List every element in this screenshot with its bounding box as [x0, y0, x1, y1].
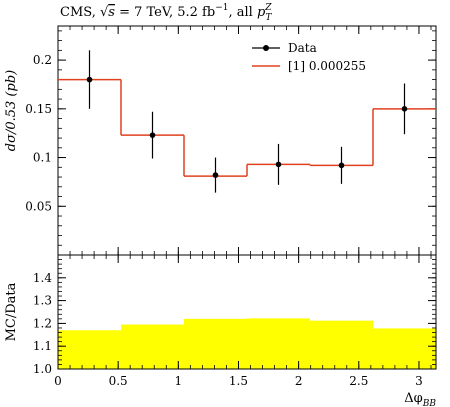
x-tick-label: 1	[175, 374, 183, 388]
ratio-band-bin	[58, 330, 121, 369]
data-points	[86, 50, 408, 193]
mc-histogram	[58, 78, 436, 177]
ratio-y-tick-label: 1.0	[33, 362, 52, 376]
ratio-y-tick-labels: 1.0 1.1 1.2 1.3 1.4	[33, 271, 52, 376]
x-tick-label: 2.5	[349, 374, 368, 388]
ratio-band-bin	[184, 318, 247, 369]
ratio-ticks	[57, 255, 436, 370]
ratio-y-tick-label: 1.2	[33, 316, 52, 330]
main-y-tick-label: 0.2	[33, 53, 52, 67]
legend: Data [1] 0.000255	[252, 41, 366, 73]
legend-data-marker	[252, 45, 280, 51]
ratio-panel: 1.0 1.1 1.2 1.3 1.4 0 0.5 1 1.5 2 2.5 3 MC/Data Δφ…	[4, 254, 437, 407]
legend-label-mc: [1] 0.000255	[288, 59, 366, 73]
ratio-band	[58, 318, 436, 369]
x-tick-label: 2	[295, 374, 303, 388]
data-point	[86, 76, 93, 83]
data-point	[275, 161, 282, 168]
main-plot-frame	[57, 25, 437, 256]
main-panel: 0.05 0.1 0.15 0.2 dσ/0.53 (pb) Data [1] 0.0…	[4, 25, 437, 256]
ratio-band-bin	[310, 320, 373, 369]
plot-title: CMS, √s = 7 TeV, 5.2 fb−1, all pZ T	[60, 3, 273, 23]
data-point	[149, 132, 156, 138]
ratio-plot-frame	[57, 254, 437, 370]
data-point	[401, 106, 408, 112]
x-axis-label: ΔφBB	[404, 391, 436, 407]
x-tick-label: 3	[415, 374, 423, 388]
main-y-tick-label: 0.05	[25, 199, 52, 213]
x-tick-labels: 0 0.5 1 1.5 2 2.5 3	[54, 374, 423, 388]
main-ticks	[57, 26, 436, 255]
ratio-y-tick-label: 1.4	[33, 271, 52, 285]
x-tick-label: 0.5	[109, 374, 128, 388]
ratio-band-bin	[121, 324, 184, 369]
ratio-y-tick-label: 1.1	[33, 339, 52, 353]
main-y-tick-labels: 0.05 0.1 0.15 0.2	[25, 53, 52, 213]
ratio-y-axis-label: MC/Data	[4, 282, 19, 341]
ratio-y-tick-label: 1.3	[33, 294, 52, 308]
ratio-band-bin	[247, 318, 310, 369]
x-tick-label: 0	[54, 374, 62, 388]
ratio-band-bin	[373, 328, 436, 369]
data-point	[212, 172, 219, 178]
main-y-axis-label: dσ/0.53 (pb)	[4, 70, 19, 151]
data-point	[338, 162, 345, 169]
main-y-tick-label: 0.15	[25, 102, 52, 116]
x-tick-label: 1.5	[229, 374, 248, 388]
main-y-tick-label: 0.1	[33, 151, 52, 165]
legend-label-data: Data	[288, 41, 317, 55]
